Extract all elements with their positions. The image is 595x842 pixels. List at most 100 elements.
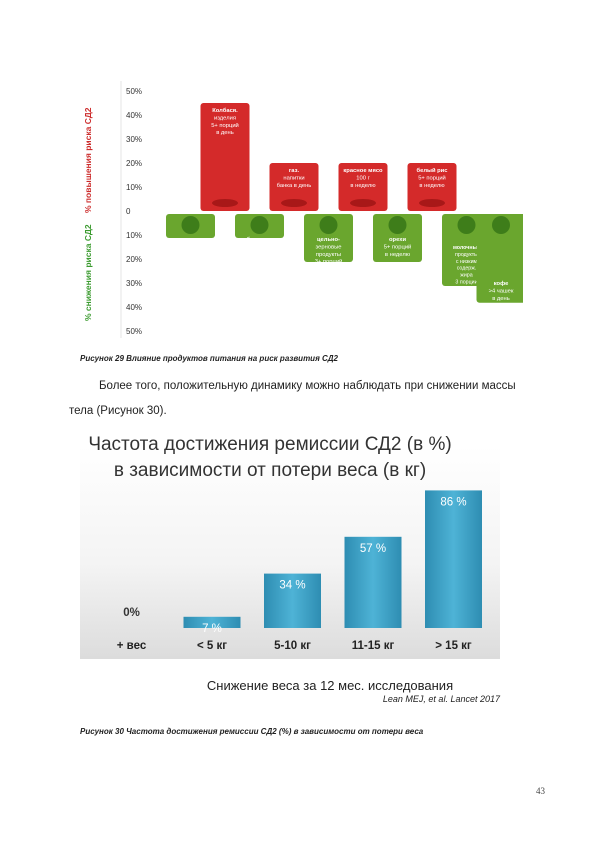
risk-bar-label: красное мясо — [343, 168, 383, 174]
risk-bar-label: 3 порции — [455, 280, 477, 286]
risk-bar-label: продукты — [316, 252, 341, 258]
source-citation: Lean MEJ, et al. Lancet 2017 — [383, 694, 501, 704]
category-label: > 15 кг — [435, 640, 472, 652]
y-tick-label: 30% — [126, 135, 142, 144]
risk-bar-label: орехи — [389, 237, 406, 243]
risk-bar-label: яблоки или — [243, 236, 276, 243]
value-label: 0% — [123, 607, 140, 619]
risk-bar-label: с низким — [456, 259, 478, 265]
remission-bar — [425, 490, 482, 628]
body-text-line2: тела (Рисунок 30). — [69, 405, 167, 417]
risk-bar-label: 5+ порций — [384, 243, 412, 250]
risk-bar-label: в день — [492, 296, 510, 302]
risk-bar-label: 5+ порций — [211, 122, 239, 129]
leaf-icon — [181, 216, 200, 234]
coffee-cup-icon — [492, 216, 510, 234]
nut-icon — [388, 216, 407, 234]
right-axis-label: % повышения риска СД2 — [83, 107, 93, 213]
risk-decrease-bar — [373, 214, 422, 262]
remission-bar — [344, 536, 402, 628]
risk-bar-label: в день — [458, 286, 474, 292]
meat-icon — [350, 199, 376, 207]
chart-title-line: Частота достижения ремиссии СД2 (в %) — [88, 434, 451, 455]
risk-bar-label: 5+ порций — [418, 174, 446, 181]
y-tick-label: 20% — [126, 159, 142, 168]
risk-bar-label: в день — [216, 130, 234, 136]
risk-bar-label: в неделю — [350, 183, 376, 189]
chart-title-line: в зависимости от потери веса (в кг) — [114, 460, 426, 481]
risk-bar-label: изделия — [214, 115, 236, 121]
risk-bar-label: 5+ порций — [246, 251, 274, 258]
y-tick-label: 0 — [126, 207, 131, 216]
risk-bar-label: молочные — [453, 245, 480, 251]
risk-increase-bar — [407, 163, 457, 211]
risk-bar-label: кофе — [494, 280, 509, 287]
page-number: 43 — [536, 786, 545, 796]
y-tick-label: 50% — [126, 87, 142, 96]
risk-decrease-bar — [476, 214, 523, 303]
category-label: 5-10 кг — [274, 640, 311, 652]
remission-bar-group: 34 % 5-10 кг — [264, 573, 321, 652]
risk-bar-label: газ. — [289, 168, 300, 174]
risk-bar-label: Колбася. — [212, 107, 238, 114]
risk-bar-label: напитки — [283, 175, 304, 181]
y-tick-label: 40% — [126, 111, 142, 120]
x-axis-title: Снижение веса за 12 мес. исследования — [207, 678, 453, 693]
can-icon — [281, 199, 307, 207]
body-text-line1: Более того, положительную динамику можно… — [99, 380, 516, 392]
risk-bar-label: в неделю — [385, 252, 411, 258]
risk-increase-bar — [200, 103, 250, 211]
risk-decrease-bar — [304, 214, 353, 262]
y-tick-label: 50% — [126, 327, 142, 336]
risk-bar-label: в день — [320, 267, 338, 273]
apple-icon — [250, 216, 269, 234]
y-tick-label: 40% — [126, 303, 142, 312]
risk-bar-label: груши — [251, 244, 267, 250]
category-label: < 5 кг — [197, 640, 227, 652]
risk-bar-label: ½ порции — [178, 258, 204, 265]
remission-bar-group: 7 % < 5 кг — [183, 616, 241, 652]
figure29-caption: Рисунок 29 Влияние продуктов питания на … — [80, 354, 338, 363]
milk-jug-icon — [457, 216, 476, 234]
risk-bar-label: продукты — [455, 252, 478, 258]
risk-bar-label: >4 чашек — [489, 288, 514, 294]
rice-bowl-icon — [419, 199, 445, 207]
category-label: 11-15 кг — [352, 640, 395, 652]
risk-bar-label: цельно- — [317, 237, 340, 243]
risk-increase-bar — [269, 163, 319, 211]
remission-bar — [183, 616, 241, 628]
risk-bar-label: в неделю — [419, 183, 445, 189]
food-risk-chart: % снижения риска СД2 % повышения риска С… — [83, 81, 523, 338]
y-tick-label: 10% — [126, 231, 142, 240]
risk-bar-label: листовые — [178, 244, 204, 250]
risk-bar-label: овощи — [182, 252, 199, 258]
value-label: 57 % — [360, 543, 386, 555]
risk-bar-label: в день — [182, 267, 200, 273]
y-tick-label: 30% — [126, 279, 142, 288]
risk-bar-label: 100 г — [356, 175, 369, 181]
risk-bar-label: белый рис — [417, 167, 449, 174]
risk-bar-label: 3+ порций — [315, 258, 343, 265]
remission-bar-group: 86 % > 15 кг — [425, 490, 482, 652]
remission-bar-group: 57 % 11-15 кг — [344, 536, 402, 652]
risk-bar-label: зеленые — [178, 237, 203, 243]
left-axis-label: % снижения риска СД2 — [83, 224, 93, 321]
risk-increase-bar — [338, 163, 388, 211]
bread-icon — [319, 216, 338, 234]
value-label: 34 % — [279, 580, 305, 592]
risk-bar-label: жира — [460, 273, 472, 279]
risk-bar-label: зерновые — [316, 244, 342, 250]
risk-bar-label: банка в день — [277, 183, 312, 189]
remission-bar — [264, 573, 321, 628]
value-label: 86 % — [440, 496, 466, 508]
category-label: + вес — [117, 640, 147, 652]
risk-bar-group: газ.напитки банка в день — [269, 163, 319, 211]
y-tick-label: 20% — [126, 255, 142, 264]
